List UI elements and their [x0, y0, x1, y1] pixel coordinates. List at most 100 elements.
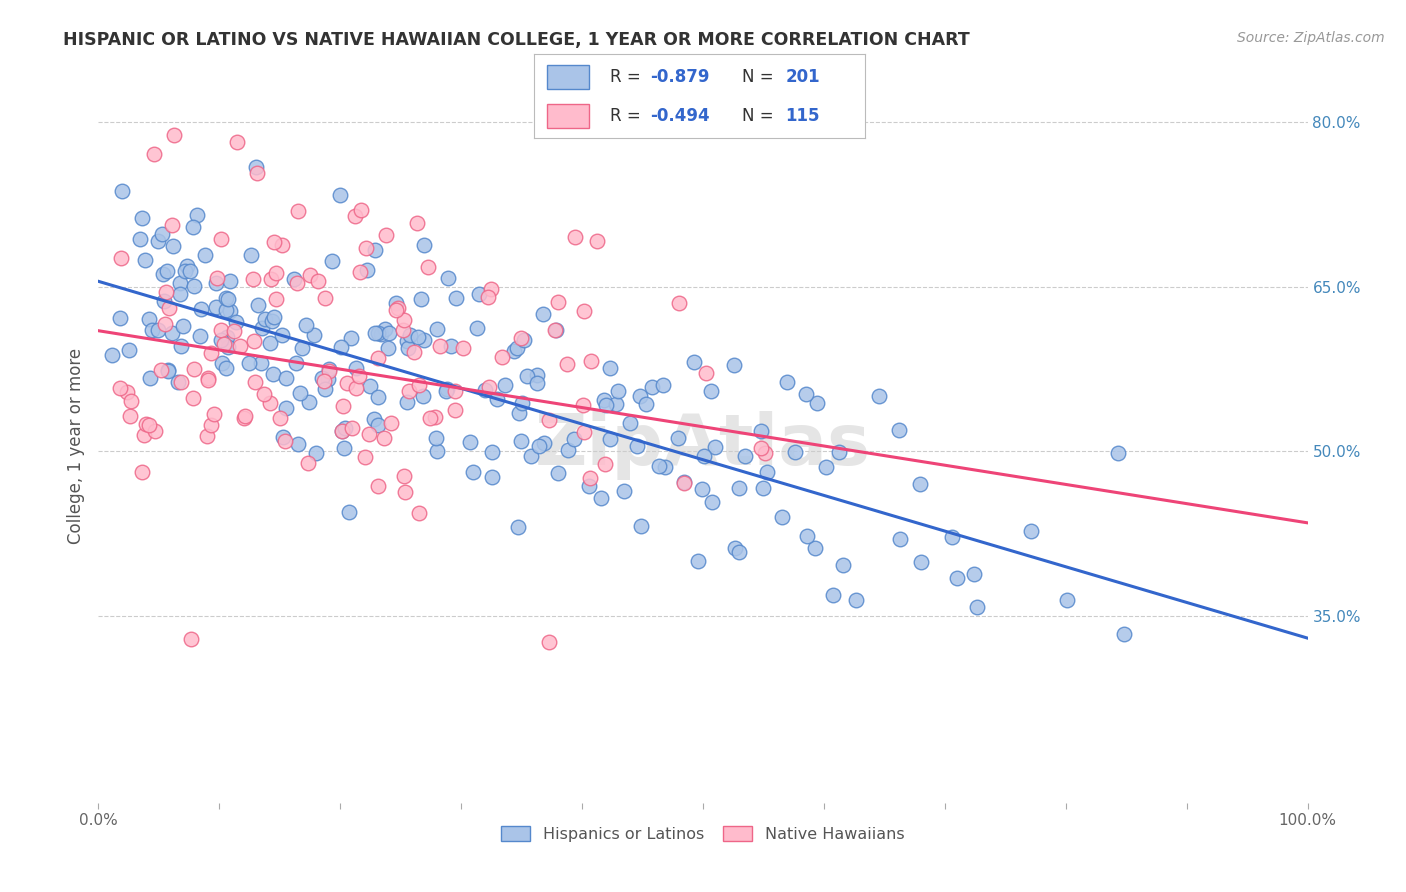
Point [226, 135, 249, 149]
Point [412, 389, 434, 403]
Point [688, 554, 710, 568]
Point [311, 371, 333, 385]
Point [253, 312, 276, 326]
Point [828, 444, 851, 458]
Point [150, 227, 173, 241]
Point [607, 384, 630, 398]
Point [547, 467, 569, 481]
Point [259, 335, 281, 350]
Point [364, 326, 387, 340]
Point [305, 445, 328, 459]
Point [284, 355, 307, 369]
Point [318, 364, 340, 378]
Text: -0.494: -0.494 [650, 107, 710, 125]
Point [169, 287, 191, 301]
Point [264, 292, 287, 306]
Point [803, 541, 825, 555]
Point [727, 545, 749, 559]
Point [425, 431, 447, 445]
Point [693, 450, 716, 464]
Point [572, 399, 595, 413]
Point [437, 271, 460, 285]
Point [700, 384, 723, 399]
Point [367, 351, 389, 366]
Point [172, 318, 194, 333]
Point [297, 456, 319, 470]
Point [263, 310, 285, 325]
Point [444, 291, 467, 305]
Point [344, 209, 367, 223]
Point [274, 434, 297, 449]
Point [367, 390, 389, 404]
Point [215, 330, 238, 344]
Point [513, 333, 536, 347]
Point [195, 429, 218, 443]
Point [423, 409, 446, 424]
Point [209, 334, 232, 348]
Point [163, 128, 186, 142]
Point [533, 436, 555, 450]
Point [337, 505, 360, 519]
Point [444, 402, 467, 417]
Point [128, 232, 150, 246]
Point [238, 356, 260, 370]
Point [170, 339, 193, 353]
Point [243, 376, 266, 390]
Point [451, 341, 474, 355]
Point [332, 441, 354, 455]
Point [200, 346, 222, 360]
Point [291, 341, 314, 355]
Point [214, 303, 236, 318]
Point [703, 440, 725, 454]
Point [367, 418, 389, 433]
Point [138, 312, 160, 326]
Point [700, 494, 723, 508]
Point [219, 274, 242, 288]
Point [794, 387, 817, 401]
Point [110, 251, 132, 265]
Point [672, 475, 695, 490]
FancyBboxPatch shape [547, 104, 589, 128]
Point [246, 298, 269, 312]
Point [181, 219, 204, 234]
Point [262, 367, 284, 381]
Point [394, 484, 416, 499]
Point [461, 465, 484, 479]
Point [215, 291, 238, 305]
Point [734, 449, 756, 463]
Point [966, 600, 988, 615]
Point [108, 311, 131, 326]
Point [749, 424, 772, 438]
Point [156, 264, 179, 278]
Point [344, 360, 367, 375]
Point [181, 391, 204, 405]
Point [332, 399, 354, 413]
Point [485, 392, 508, 406]
Point [100, 347, 122, 361]
Point [593, 392, 616, 407]
Point [243, 334, 266, 348]
Point [537, 412, 560, 426]
Point [211, 356, 233, 370]
Point [374, 322, 396, 336]
Point [118, 409, 141, 423]
Point [477, 290, 499, 304]
Point [444, 384, 467, 398]
Point [419, 410, 441, 425]
Point [183, 362, 205, 376]
Point [148, 323, 170, 337]
Point [162, 218, 184, 232]
Point [465, 321, 488, 335]
Point [908, 477, 931, 491]
Point [262, 313, 284, 327]
Point [222, 324, 245, 338]
Point [399, 327, 422, 342]
Point [572, 304, 595, 318]
Point [194, 248, 217, 262]
Text: HISPANIC OR LATINO VS NATIVE HAWAIIAN COLLEGE, 1 YEAR OR MORE CORRELATION CHART: HISPANIC OR LATINO VS NATIVE HAWAIIAN CO… [63, 31, 970, 49]
Point [481, 445, 503, 459]
Point [364, 243, 387, 257]
Point [188, 329, 211, 343]
Point [408, 506, 430, 520]
Point [356, 263, 378, 277]
